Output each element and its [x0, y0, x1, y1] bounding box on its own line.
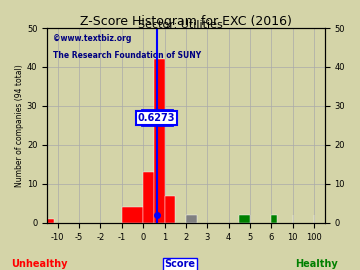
Bar	[239, 215, 250, 223]
Bar	[186, 215, 197, 223]
Text: Sector: Utilities: Sector: Utilities	[138, 20, 222, 30]
Bar	[143, 172, 154, 223]
Text: 0.6273: 0.6273	[138, 113, 175, 123]
Bar	[165, 195, 175, 223]
Bar	[154, 59, 165, 223]
Bar	[271, 215, 276, 223]
Y-axis label: Number of companies (94 total): Number of companies (94 total)	[15, 64, 24, 187]
Title: Z-Score Histogram for EXC (2016): Z-Score Histogram for EXC (2016)	[80, 15, 292, 28]
Text: The Research Foundation of SUNY: The Research Foundation of SUNY	[53, 51, 201, 60]
Text: Score: Score	[165, 259, 195, 269]
Text: Healthy: Healthy	[296, 259, 338, 269]
Bar	[122, 207, 143, 223]
Bar	[45, 219, 54, 223]
Text: Unhealthy: Unhealthy	[12, 259, 68, 269]
Text: ©www.textbiz.org: ©www.textbiz.org	[53, 34, 131, 43]
